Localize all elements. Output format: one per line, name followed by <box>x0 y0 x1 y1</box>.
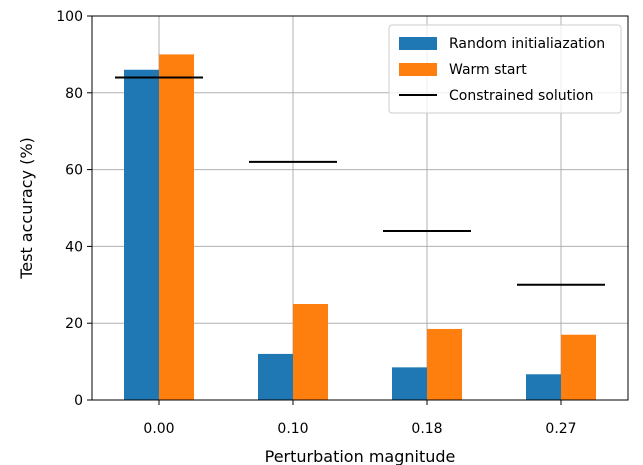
bar-random-initialization <box>124 69 159 400</box>
x-tick-label: 0.27 <box>545 421 576 437</box>
x-tick-label: 0.00 <box>143 421 174 437</box>
x-tick-label: 0.10 <box>277 421 308 437</box>
legend-label-random-initialization: Random initialiazation <box>449 36 605 52</box>
legend-swatch-random-initialization <box>399 37 437 50</box>
legend: Random initialiazation Warm start Constr… <box>388 24 622 114</box>
axis-ticks: 0 20 40 60 80 100 0.00 0.10 0.18 0.27 <box>56 9 576 437</box>
legend-label-warm-start: Warm start <box>449 62 527 78</box>
y-axis-label: Test accuracy (%) <box>17 137 36 280</box>
bars <box>124 54 596 401</box>
bar-random-initialization <box>526 374 561 400</box>
bar-warm-start <box>561 334 596 400</box>
bar-random-initialization <box>258 353 293 400</box>
bar-warm-start <box>159 54 194 401</box>
y-tick-label: 20 <box>65 316 83 332</box>
legend-swatch-warm-start <box>399 63 437 76</box>
bar-warm-start <box>427 328 462 400</box>
y-tick-label: 0 <box>74 393 83 409</box>
bar-random-initialization <box>392 367 427 400</box>
constrained-solution-lines <box>115 76 605 286</box>
y-tick-label: 100 <box>56 9 83 25</box>
y-tick-label: 40 <box>65 239 83 255</box>
x-axis-label: Perturbation magnitude <box>265 447 456 465</box>
y-tick-label: 80 <box>65 86 83 102</box>
bar-warm-start <box>293 304 328 400</box>
plot-frame <box>91 15 629 401</box>
y-tick-label: 60 <box>65 163 83 179</box>
legend-box <box>388 24 622 114</box>
legend-label-constrained-solution: Constrained solution <box>449 88 593 104</box>
x-tick-label: 0.18 <box>411 421 442 437</box>
